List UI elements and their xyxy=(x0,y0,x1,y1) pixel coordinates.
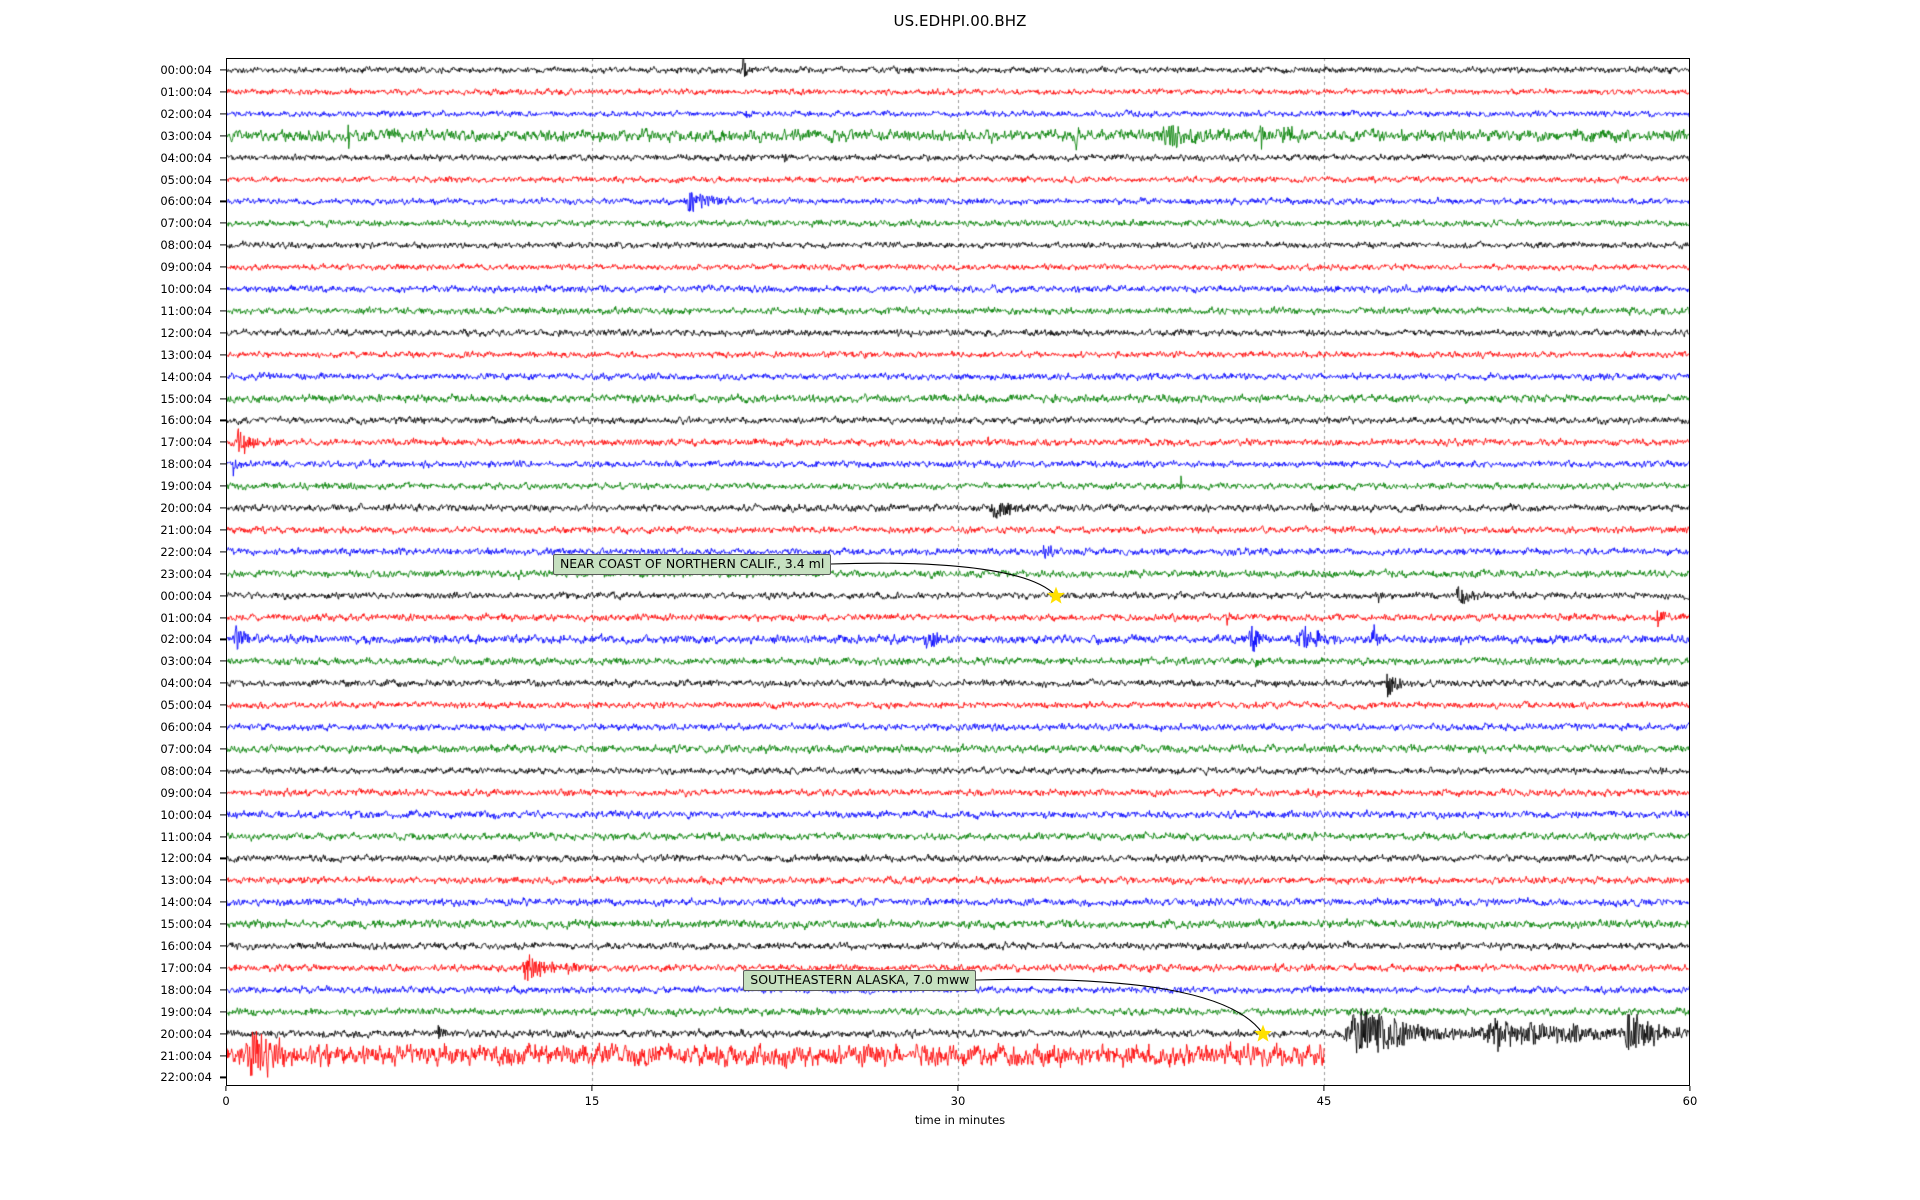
plot-axes-frame xyxy=(226,58,1690,1086)
y-tick-label: 17:00:04 xyxy=(160,435,212,450)
x-tick-mark xyxy=(591,1086,593,1091)
y-tick-label: 16:00:04 xyxy=(160,413,212,428)
y-tick-label: 00:00:04 xyxy=(160,63,212,77)
y-tick-label: 21:00:04 xyxy=(160,1048,212,1063)
y-tick-label: 08:00:04 xyxy=(160,763,212,778)
y-tick-label: 20:00:04 xyxy=(160,501,212,515)
x-tick-mark xyxy=(1323,1086,1325,1091)
x-tick-mark xyxy=(957,1086,959,1091)
y-tick-label: 05:00:04 xyxy=(160,172,212,187)
y-tick-label: 03:00:04 xyxy=(160,654,212,669)
y-tick-label: 01:00:04 xyxy=(160,84,212,99)
x-tick-mark xyxy=(1689,1086,1691,1091)
x-tick-mark xyxy=(225,1086,227,1091)
y-tick-label: 06:00:04 xyxy=(160,720,212,734)
x-tick-label: 30 xyxy=(950,1094,966,1108)
x-tick-label: 15 xyxy=(584,1094,600,1108)
y-tick-label: 21:00:04 xyxy=(160,522,212,537)
y-tick-label: 10:00:04 xyxy=(160,807,212,822)
y-tick-label: 07:00:04 xyxy=(160,741,212,756)
y-tick-label: 11:00:04 xyxy=(160,303,212,318)
y-tick-label: 11:00:04 xyxy=(160,829,212,844)
x-tick-label: 0 xyxy=(222,1094,230,1108)
y-tick-label: 14:00:04 xyxy=(160,369,212,384)
y-tick-label: 12:00:04 xyxy=(160,851,212,866)
y-tick-label: 08:00:04 xyxy=(160,238,212,253)
y-tick-label: 16:00:04 xyxy=(160,939,212,953)
y-tick-label: 17:00:04 xyxy=(160,960,212,975)
event-annotation-label[interactable]: NEAR COAST OF NORTHERN CALIF., 3.4 ml xyxy=(552,553,832,576)
y-tick-label: 15:00:04 xyxy=(160,917,212,932)
y-tick-label: 22:00:04 xyxy=(160,544,212,559)
x-tick-label: 45 xyxy=(1316,1094,1332,1108)
y-tick-label: 13:00:04 xyxy=(160,873,212,888)
y-tick-label: 20:00:04 xyxy=(160,1026,212,1041)
x-axis-label: time in minutes xyxy=(914,1113,1006,1127)
y-tick-label: 14:00:04 xyxy=(160,895,212,910)
y-tick-label: 01:00:04 xyxy=(160,610,212,625)
y-tick-label: 19:00:04 xyxy=(160,1004,212,1019)
event-annotation-label[interactable]: SOUTHEASTERN ALASKA, 7.0 mww xyxy=(743,970,977,992)
y-tick-label: 19:00:04 xyxy=(160,479,212,494)
y-tick-label: 02:00:04 xyxy=(160,632,212,647)
y-tick-label: 00:00:04 xyxy=(160,588,212,603)
y-tick-label: 09:00:04 xyxy=(160,260,212,275)
y-tick-label: 18:00:04 xyxy=(160,982,212,997)
y-tick-label: 15:00:04 xyxy=(160,391,212,406)
page-title: US.EDHPI.00.BHZ xyxy=(893,12,1027,30)
y-tick-label: 13:00:04 xyxy=(160,347,212,362)
y-tick-label: 09:00:04 xyxy=(160,785,212,800)
y-tick-label: 04:00:04 xyxy=(160,676,212,691)
y-tick-label: 06:00:04 xyxy=(160,194,212,209)
x-tick-label: 60 xyxy=(1682,1094,1698,1108)
y-tick-label: 07:00:04 xyxy=(160,216,212,231)
y-tick-label: 10:00:04 xyxy=(160,282,212,296)
y-tick-label: 04:00:04 xyxy=(160,150,212,165)
y-tick-label: 03:00:04 xyxy=(160,128,212,143)
y-tick-label: 23:00:04 xyxy=(160,566,212,581)
y-tick-label: 18:00:04 xyxy=(160,457,212,472)
y-tick-label: 22:00:04 xyxy=(160,1070,212,1085)
y-tick-label: 05:00:04 xyxy=(160,698,212,713)
y-tick-label: 12:00:04 xyxy=(160,325,212,340)
y-tick-label: 02:00:04 xyxy=(160,106,212,121)
